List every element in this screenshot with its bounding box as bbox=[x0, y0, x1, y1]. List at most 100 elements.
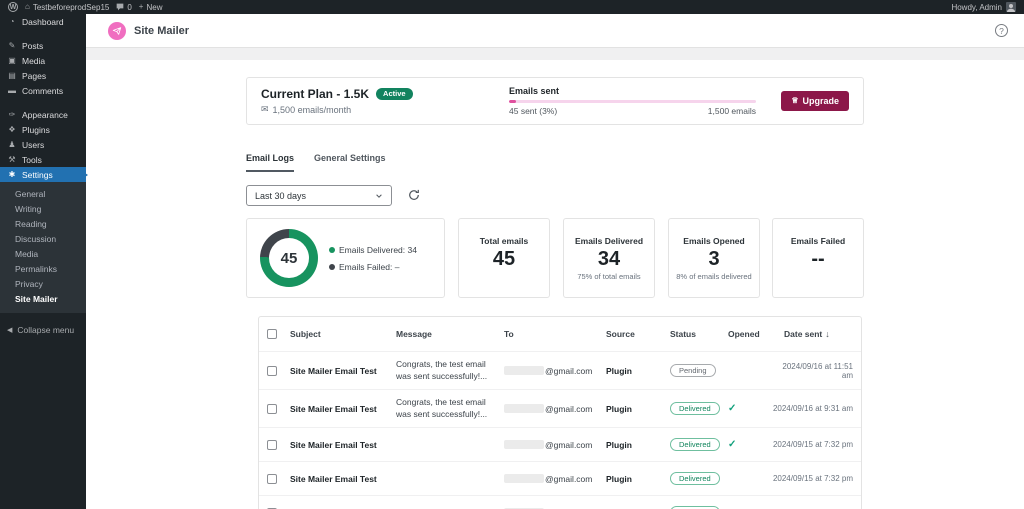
site-mailer-logo bbox=[108, 21, 126, 40]
submenu-item-writing[interactable]: Writing bbox=[15, 204, 42, 214]
envelope-icon: ✉ bbox=[261, 104, 269, 114]
col-to: To bbox=[504, 329, 514, 339]
row-checkbox[interactable] bbox=[267, 507, 277, 509]
submenu-item-media[interactable]: Media bbox=[15, 249, 39, 259]
cell-subject: Site Mailer Email Test bbox=[290, 508, 396, 509]
submenu-item-privacy[interactable]: Privacy bbox=[15, 279, 43, 289]
email-logs-table: Subject Message To Source Status Opened … bbox=[258, 316, 862, 509]
plan-quota-text: 1,500 emails/month bbox=[272, 104, 352, 115]
submenu-item-general[interactable]: General bbox=[15, 189, 46, 199]
comments-bubble-link[interactable]: 0 bbox=[116, 3, 132, 12]
cell-subject: Site Mailer Email Test bbox=[290, 439, 377, 450]
col-source: Source bbox=[606, 329, 635, 339]
sidebar-item-tools[interactable]: ⚒ Tools bbox=[0, 152, 86, 167]
collapse-arrow-icon: ◀ bbox=[7, 326, 13, 334]
summary-card-title: Total emails bbox=[479, 236, 529, 246]
emails-sent-block: Emails sent 45 sent (3%) 1,500 emails bbox=[509, 86, 759, 116]
cell-status: Delivered bbox=[670, 401, 728, 416]
collapse-label: Collapse menu bbox=[17, 324, 75, 335]
cell-to: @gmail.com bbox=[504, 404, 606, 414]
cell-source: Plugin bbox=[606, 365, 632, 376]
summary-card-caption: 8% of emails delivered bbox=[676, 271, 752, 281]
sidebar-item-comments[interactable]: ▬ Comments bbox=[0, 83, 86, 98]
donut-total: 45 bbox=[269, 238, 309, 278]
cell-to: @gmail.com bbox=[504, 440, 606, 450]
cell-status: Pending bbox=[670, 363, 728, 378]
posts-icon: ✎ bbox=[8, 40, 16, 50]
sidebar-item-posts[interactable]: ✎ Posts bbox=[0, 38, 86, 53]
select-all-checkbox[interactable] bbox=[267, 329, 277, 339]
tab-bar: Email Logs General Settings bbox=[246, 153, 386, 172]
menu-label: Appearance bbox=[22, 109, 68, 120]
comments-icon: ▬ bbox=[8, 85, 16, 95]
emails-sent-count: 45 sent (3%) bbox=[509, 106, 558, 116]
table-row[interactable]: Site Mailer Email Test Congrats, the tes… bbox=[259, 351, 861, 389]
plan-info: Current Plan - 1.5K Active ✉ 1,500 email… bbox=[261, 87, 509, 115]
help-icon[interactable]: ? bbox=[995, 24, 1008, 37]
legend-item: Emails Failed: – bbox=[329, 262, 417, 272]
summary-card-caption: 75% of total emails bbox=[577, 271, 641, 281]
cell-source: Plugin bbox=[606, 508, 670, 509]
summary-card-value: 45 bbox=[492, 248, 516, 270]
legend-text: Emails Delivered: 34 bbox=[339, 244, 417, 255]
refresh-icon[interactable] bbox=[408, 189, 420, 201]
collapse-menu-button[interactable]: ◀ Collapse menu bbox=[0, 322, 86, 337]
new-content-link[interactable]: + New bbox=[139, 3, 163, 12]
admin-menu: ◔ Dashboard ✎ Posts ▣ Media ▤ Pages ▬ Co… bbox=[0, 14, 86, 182]
summary-card-emails-failed: Emails Failed -- bbox=[772, 218, 864, 298]
cell-subject: Site Mailer Email Test bbox=[290, 365, 377, 376]
sidebar-item-appearance[interactable]: ✑ Appearance bbox=[0, 107, 86, 122]
avatar[interactable] bbox=[1006, 2, 1016, 12]
row-checkbox[interactable] bbox=[267, 439, 277, 450]
cell-to: @gmail.com bbox=[504, 366, 606, 376]
plugins-icon: ❖ bbox=[8, 124, 16, 134]
upgrade-button[interactable]: ♕ Upgrade bbox=[781, 91, 849, 111]
col-opened: Opened bbox=[728, 329, 760, 339]
home-icon: ⌂ bbox=[25, 2, 30, 11]
tab-email-logs[interactable]: Email Logs bbox=[246, 153, 295, 172]
sidebar-item-dashboard[interactable]: ◔ Dashboard bbox=[0, 14, 86, 29]
emails-sent-label: Emails sent bbox=[509, 86, 560, 96]
date-range-select[interactable]: Last 30 days bbox=[246, 185, 392, 206]
status-badge: Pending bbox=[670, 363, 716, 378]
table-row[interactable]: Site Mailer Email Test @gmail.com Plugin… bbox=[259, 427, 861, 461]
sidebar-item-users[interactable]: ♟ Users bbox=[0, 137, 86, 152]
media-icon: ▣ bbox=[8, 55, 16, 65]
submenu-item-discussion[interactable]: Discussion bbox=[15, 234, 57, 244]
submenu-item-site-mailer[interactable]: Site Mailer bbox=[15, 294, 58, 304]
redacted-email-blur bbox=[504, 474, 544, 483]
site-name-link[interactable]: ⌂ TestbeforeprodSep15 bbox=[25, 3, 109, 12]
sidebar-item-pages[interactable]: ▤ Pages bbox=[0, 68, 86, 83]
content-top-strip bbox=[86, 48, 1024, 60]
tab-general-settings[interactable]: General Settings bbox=[314, 153, 386, 163]
wordpress-logo-icon[interactable]: W bbox=[8, 2, 18, 12]
sidebar-item-plugins[interactable]: ❖ Plugins bbox=[0, 122, 86, 137]
table-row[interactable]: Site Mailer Email Test @gmail.com Plugin… bbox=[259, 461, 861, 495]
paper-plane-icon bbox=[112, 26, 122, 35]
cell-source: Plugin bbox=[606, 403, 632, 414]
row-checkbox[interactable] bbox=[267, 473, 277, 484]
menu-label: Dashboard bbox=[22, 16, 64, 27]
emails-sent-progressbar bbox=[509, 100, 756, 103]
col-date-sent[interactable]: Date sent ↓ bbox=[784, 329, 830, 339]
table-row[interactable]: Site Mailer Email Test Congrats, the tes… bbox=[259, 389, 861, 427]
table-row[interactable]: Site Mailer Email Test @gmail.com Plugin… bbox=[259, 495, 861, 509]
row-checkbox[interactable] bbox=[267, 403, 277, 414]
summary-card-title: Emails Failed bbox=[790, 236, 846, 246]
col-subject: Subject bbox=[290, 329, 321, 339]
cell-status: Delivered bbox=[670, 437, 728, 452]
sort-desc-icon: ↓ bbox=[825, 329, 830, 339]
redacted-email-blur bbox=[504, 404, 544, 413]
sidebar-item-media[interactable]: ▣ Media bbox=[0, 53, 86, 68]
sidebar-item-settings[interactable]: ✱ Settings bbox=[0, 167, 86, 182]
redacted-email-blur bbox=[504, 440, 544, 449]
submenu-item-permalinks[interactable]: Permalinks bbox=[15, 264, 58, 274]
col-status: Status bbox=[670, 329, 696, 339]
tools-icon: ⚒ bbox=[8, 154, 16, 164]
row-checkbox[interactable] bbox=[267, 365, 277, 376]
submenu-item-reading[interactable]: Reading bbox=[15, 219, 47, 229]
opened-check-icon: ✓ bbox=[728, 403, 737, 414]
cell-date-sent: 2024/09/16 at 11:51 am bbox=[782, 361, 853, 380]
cell-date-sent: 2024/09/16 at 9:31 am bbox=[772, 404, 853, 413]
howdy-account-link[interactable]: Howdy, Admin bbox=[951, 2, 1002, 12]
